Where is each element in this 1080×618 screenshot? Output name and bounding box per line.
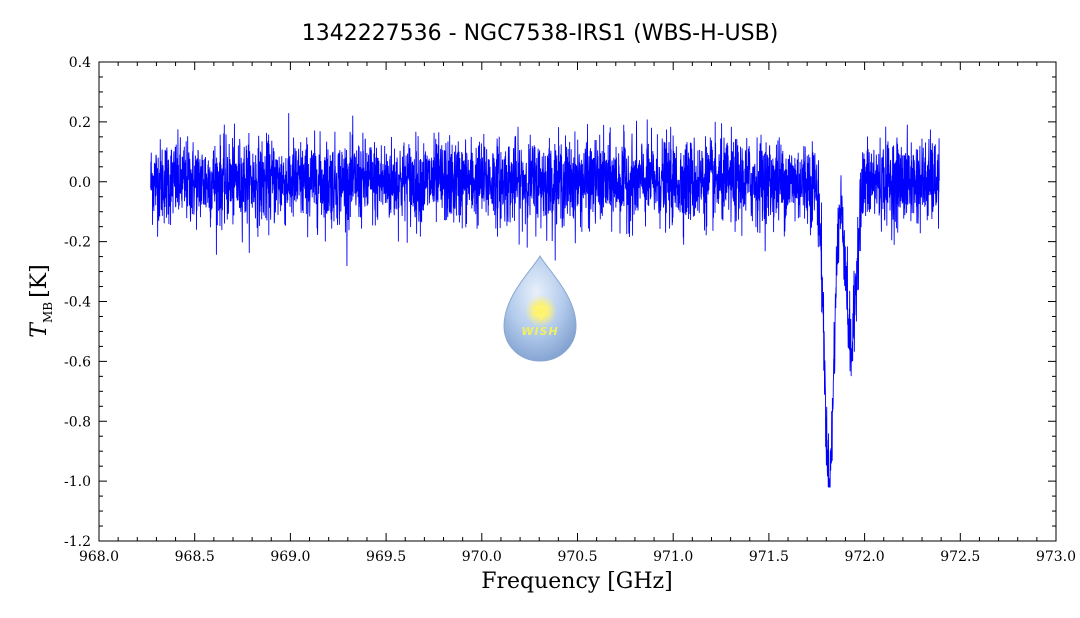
y-axis-label-subscript: MB [41, 302, 55, 323]
y-axis-label: TMB [K] [27, 264, 55, 337]
plot-frame [98, 61, 1057, 542]
y-tick-label: -0.8 [64, 414, 91, 430]
y-tick-label: -0.2 [64, 235, 91, 251]
x-tick-label: 970.0 [462, 549, 502, 565]
y-tick-label: 0.4 [69, 55, 91, 71]
wish-logo: WISH [503, 254, 577, 362]
x-axis-label: Frequency [GHz] [481, 569, 673, 594]
svg-text:TMB[K]: TMB [K] [27, 264, 55, 337]
x-tick-label: 972.5 [940, 549, 980, 565]
x-tick-label: 970.5 [557, 549, 597, 565]
x-tick-label: 971.5 [749, 549, 789, 565]
x-tick-label: 971.0 [653, 549, 693, 565]
x-tick-label: 968.5 [175, 549, 215, 565]
x-tick-label: 969.0 [270, 549, 310, 565]
y-tick-label: -0.6 [64, 354, 91, 370]
y-tick-label: 0.0 [69, 175, 91, 191]
x-tick-label: 969.5 [366, 549, 406, 565]
y-axis-label-symbol: T [27, 321, 52, 338]
y-tick-label: -1.2 [64, 534, 91, 550]
wish-logo-text: WISH [521, 325, 558, 338]
y-tick-label: -1.0 [64, 474, 91, 490]
y-axis-label-unit: [K] [27, 264, 52, 298]
x-tick-label: 972.0 [845, 549, 885, 565]
spectrum-line [150, 113, 940, 488]
y-tick-label: -0.4 [64, 295, 91, 311]
x-tick-label: 968.0 [79, 549, 119, 565]
y-tick-label: 0.2 [69, 115, 91, 131]
wish-star-icon [531, 300, 551, 322]
x-tick-label: 973.0 [1036, 549, 1076, 565]
chart-title: 1342227536 - NGC7538-IRS1 (WBS-H-USB) [302, 21, 779, 46]
